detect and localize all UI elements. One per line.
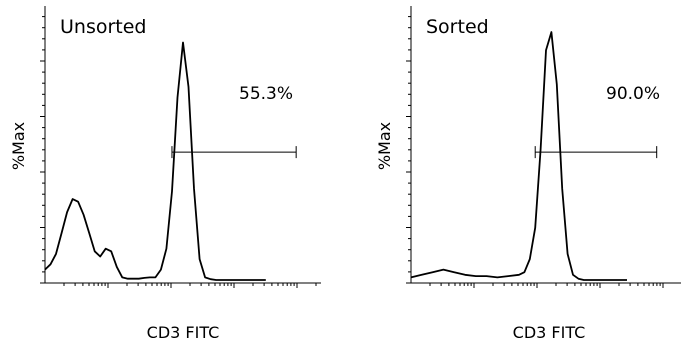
sorted-ylabel: %Max	[375, 122, 394, 170]
unsorted-gate-label: 55.3%	[239, 84, 293, 104]
unsorted-xlabel: CD3 FITC	[147, 323, 220, 341]
unsorted-gate	[171, 146, 297, 159]
sorted-histogram-curve	[410, 31, 627, 281]
unsorted-ylabel: %Max	[9, 122, 28, 170]
sorted-y-ticks	[406, 16, 411, 284]
sorted-xlabel: CD3 FITC	[513, 323, 586, 341]
unsorted-histogram-panel: Unsorted 55.3% %Max CD3 FITC	[9, 6, 321, 341]
unsorted-y-ticks	[40, 16, 45, 284]
unsorted-x-ticks	[63, 283, 317, 288]
sorted-gate	[534, 146, 658, 159]
sorted-x-ticks	[429, 283, 664, 288]
sorted-histogram-panel: Sorted 90.0% %Max CD3 FITC	[375, 6, 681, 341]
sorted-title: Sorted	[426, 16, 489, 38]
unsorted-histogram-curve	[44, 41, 266, 281]
sorted-gate-label: 90.0%	[606, 84, 660, 104]
unsorted-title: Unsorted	[60, 16, 146, 38]
